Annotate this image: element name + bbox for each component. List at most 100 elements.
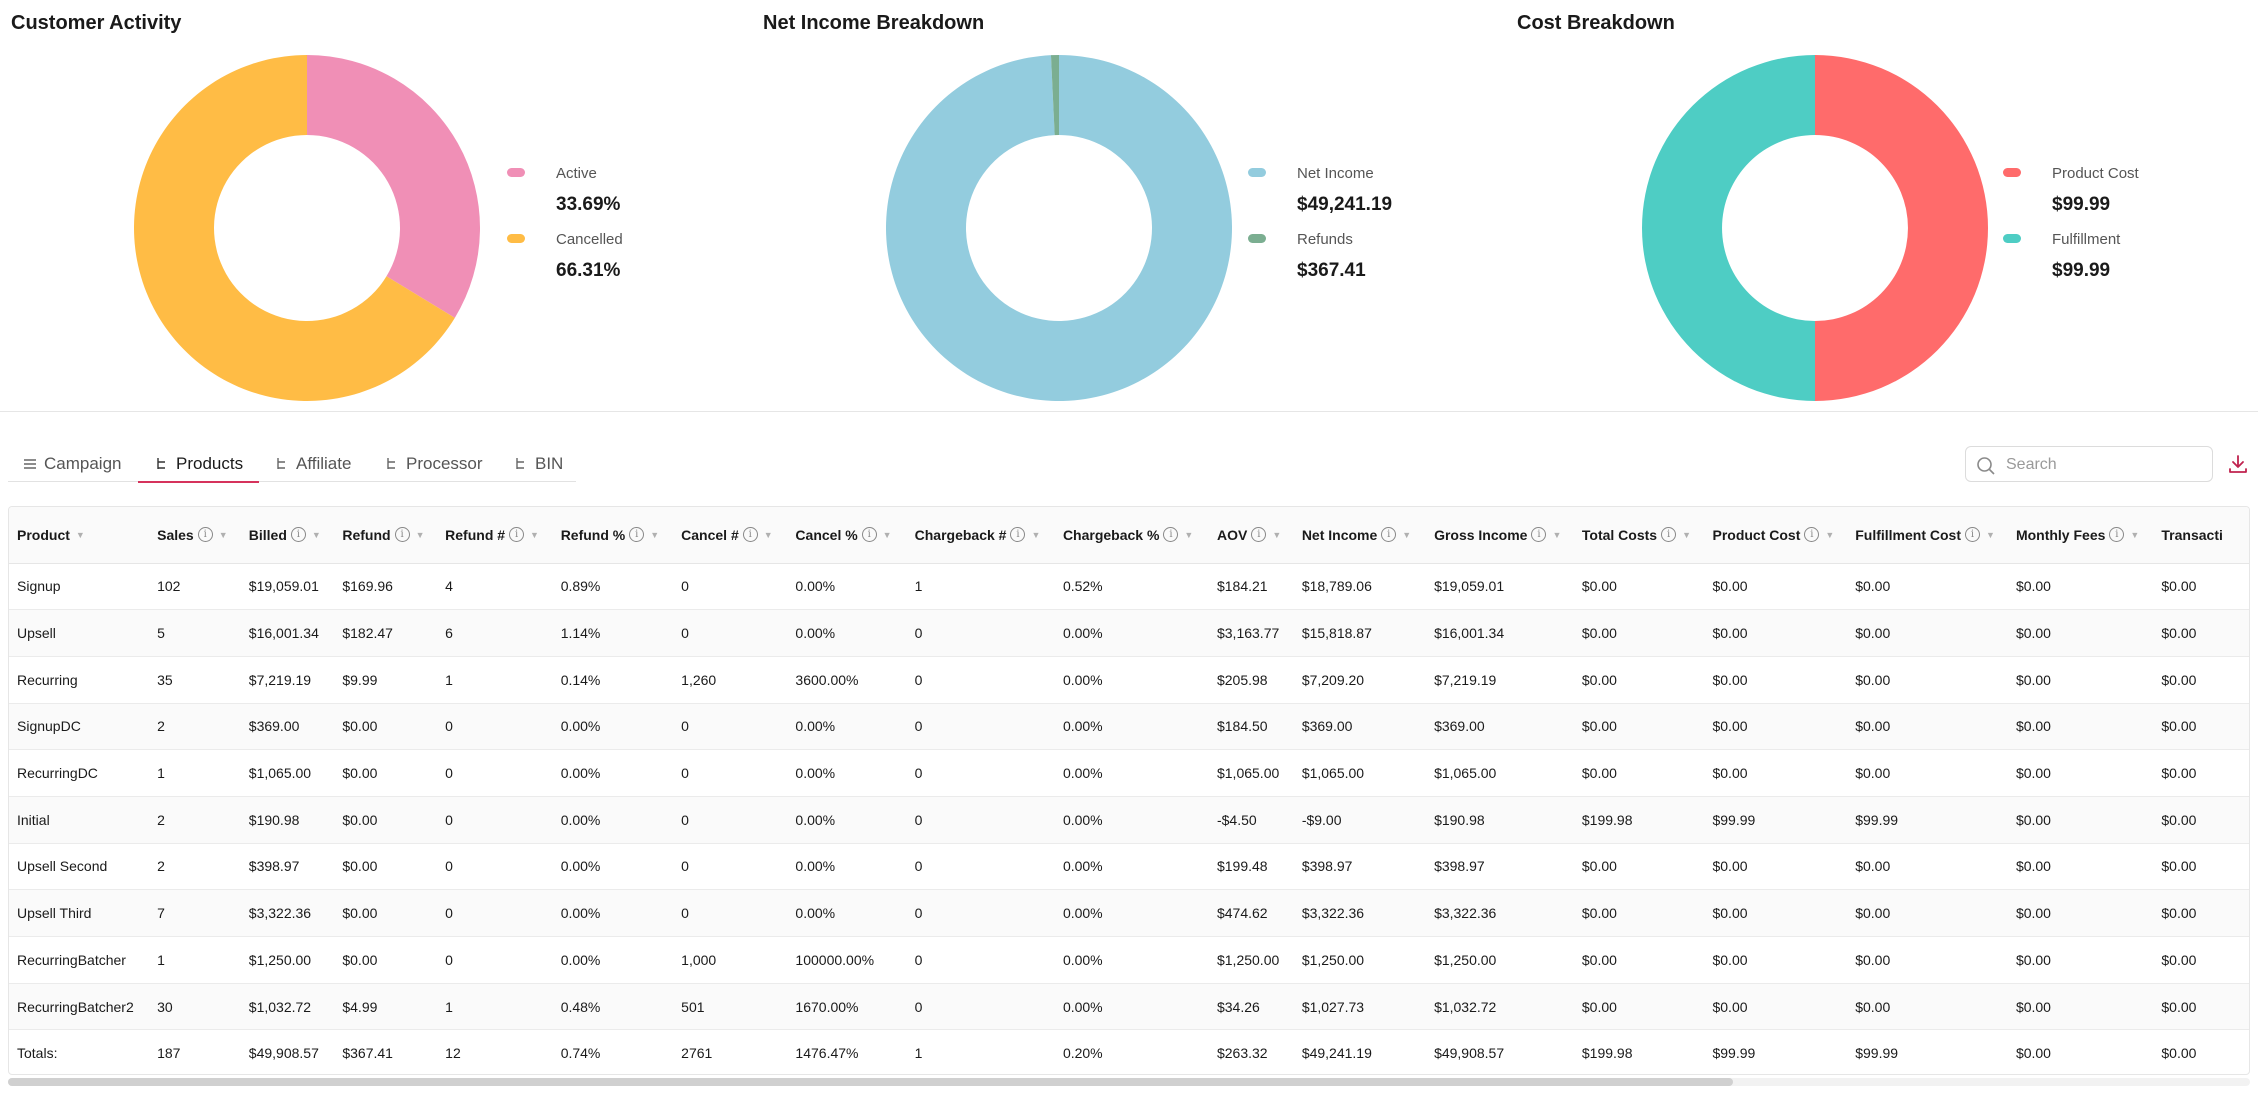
column-header[interactable]: Cancel % i ▼ xyxy=(787,507,907,564)
column-header[interactable]: Chargeback % i ▼ xyxy=(1054,507,1209,564)
info-icon[interactable]: i xyxy=(1010,527,1026,543)
info-icon[interactable]: i xyxy=(2109,527,2125,543)
column-label: Refund # xyxy=(445,526,506,543)
info-icon[interactable]: i xyxy=(1531,527,1547,543)
report-tabs: Campaign Products Affiliate Processor BI… xyxy=(8,446,576,483)
sort-icon[interactable]: ▼ xyxy=(1986,529,1995,540)
table-row[interactable]: Initial 2 $190.98 $0.00 0 0.00% 0 0.00% 0 0.00% -$… xyxy=(9,796,2249,844)
column-header[interactable]: Product ▼ xyxy=(9,507,150,564)
column-header[interactable]: Transacti xyxy=(2153,507,2249,564)
donut-slice-active[interactable] xyxy=(307,55,480,318)
column-header[interactable]: Sales i ▼ xyxy=(149,507,241,564)
info-icon[interactable]: i xyxy=(1965,527,1980,543)
sort-icon[interactable]: ▼ xyxy=(1184,529,1194,540)
table-cell: $0.00 xyxy=(2007,749,2154,797)
table-cell: $0.00 xyxy=(2007,889,2154,937)
column-header[interactable]: Net Income i ▼ xyxy=(1293,507,1427,564)
column-header[interactable]: Chargeback # i ▼ xyxy=(906,507,1055,564)
column-header[interactable]: Gross Income i ▼ xyxy=(1426,507,1574,564)
tab-affiliate[interactable]: Affiliate xyxy=(274,446,351,482)
column-header[interactable]: Cancel # i ▼ xyxy=(673,507,788,564)
sort-icon[interactable]: ▼ xyxy=(1825,529,1835,540)
table-cell: $3,322.36 xyxy=(1293,889,1427,937)
info-icon[interactable]: i xyxy=(629,527,645,543)
info-icon[interactable]: i xyxy=(197,527,213,543)
column-header[interactable]: Monthly Fees i ▼ xyxy=(2007,507,2154,564)
column-header[interactable]: Refund % i ▼ xyxy=(552,507,674,564)
cost-breakdown-donut[interactable] xyxy=(1642,55,1988,401)
download-icon[interactable] xyxy=(2226,452,2250,476)
sort-icon[interactable]: ▼ xyxy=(75,529,85,540)
legend-swatch xyxy=(1248,168,1266,177)
tab-processor[interactable]: Processor xyxy=(384,446,483,482)
info-icon[interactable]: i xyxy=(509,527,525,543)
sort-icon[interactable]: ▼ xyxy=(2130,529,2140,540)
table-row[interactable]: Signup 102 $19,059.01 $169.96 4 0.89% 0 0.00% 1 0… xyxy=(9,563,2249,611)
tab-products[interactable]: Products xyxy=(138,446,260,483)
column-header[interactable]: Total Costs i ▼ xyxy=(1573,507,1705,564)
table-row[interactable]: Upsell Second 2 $398.97 $0.00 0 0.00% 0 0.00% 0 0… xyxy=(9,843,2249,891)
info-icon[interactable]: i xyxy=(861,527,877,543)
sort-icon[interactable]: ▼ xyxy=(311,529,321,540)
table-cell: 0.00% xyxy=(1054,796,1209,844)
column-label: Total Costs xyxy=(1581,526,1658,543)
sort-icon[interactable]: ▼ xyxy=(1272,529,1282,540)
column-header[interactable]: Fulfillment Cost i ▼ xyxy=(1847,507,2008,564)
info-icon[interactable]: i xyxy=(394,527,410,543)
sort-icon[interactable]: ▼ xyxy=(763,529,773,540)
tab-bin[interactable]: BIN xyxy=(513,446,563,482)
info-icon[interactable]: i xyxy=(1251,527,1267,543)
search-box xyxy=(1965,446,2213,482)
table-cell: $7,219.19 xyxy=(1426,656,1574,704)
table-row[interactable]: RecurringBatcher2 30 $1,032.72 $4.99 1 0.48% 5… xyxy=(9,983,2249,1031)
donut-slice-refunds[interactable] xyxy=(1050,55,1059,136)
search-input[interactable] xyxy=(2006,453,2206,477)
sort-icon[interactable]: ▼ xyxy=(415,529,425,540)
tab-campaign[interactable]: Campaign xyxy=(22,446,122,482)
table-cell: 4 xyxy=(437,563,553,611)
sort-icon[interactable]: ▼ xyxy=(1682,529,1692,540)
donut-slice-fulfillment[interactable] xyxy=(1642,55,1815,401)
column-header[interactable]: Product Cost i ▼ xyxy=(1704,507,1848,564)
table-row[interactable]: RecurringDC 1 $1,065.00 $0.00 0 0.00% 0 0.00% 0 0… xyxy=(9,749,2249,797)
sort-icon[interactable]: ▼ xyxy=(1552,529,1562,540)
column-header[interactable]: AOV i ▼ xyxy=(1208,507,1294,564)
table-cell: $3,322.36 xyxy=(240,889,335,937)
sort-icon[interactable]: ▼ xyxy=(218,529,228,540)
donut-slice-net-income[interactable] xyxy=(886,55,1232,401)
column-label: Transacti xyxy=(2161,526,2223,543)
donut-slice-cancelled[interactable] xyxy=(134,55,455,401)
column-header[interactable]: Refund i ▼ xyxy=(334,507,438,564)
table-row[interactable]: Upsell Third 7 $3,322.36 $0.00 0 0.00% 0 0.00% 0… xyxy=(9,889,2249,937)
column-header[interactable]: Refund # i ▼ xyxy=(437,507,553,564)
column-label: Cancel # xyxy=(681,526,739,543)
sort-icon[interactable]: ▼ xyxy=(650,529,660,540)
info-icon[interactable]: i xyxy=(1381,527,1397,543)
info-icon[interactable]: i xyxy=(1163,527,1179,543)
table-row[interactable]: SignupDC 2 $369.00 $0.00 0 0.00% 0 0.00% 0 0.00% $… xyxy=(9,703,2249,751)
table-cell: 0 xyxy=(437,703,553,751)
sort-icon[interactable]: ▼ xyxy=(1031,529,1041,540)
info-icon[interactable]: i xyxy=(1804,527,1820,543)
sort-icon[interactable]: ▼ xyxy=(1402,529,1412,540)
donut-slice-product-cost[interactable] xyxy=(1815,55,1988,401)
table-cell: $369.00 xyxy=(240,703,335,751)
table-row[interactable]: Recurring 35 $7,219.19 $9.99 1 0.14% 1,260 3600… xyxy=(9,656,2249,704)
table-row[interactable]: RecurringBatcher 1 $1,250.00 $0.00 0 0.00% 1,0… xyxy=(9,936,2249,984)
tree-icon xyxy=(384,456,400,472)
horizontal-scrollbar[interactable] xyxy=(8,1078,2250,1086)
column-header-content: Refund i ▼ xyxy=(342,527,429,543)
column-label: Chargeback # xyxy=(914,526,1007,543)
column-header-content: Total Costs i ▼ xyxy=(1582,527,1697,543)
net-income-donut[interactable] xyxy=(886,55,1232,401)
table-row[interactable]: Upsell 5 $16,001.34 $182.47 6 1.14% 0 0.00% 0 0.0… xyxy=(9,609,2249,657)
info-icon[interactable]: i xyxy=(1661,527,1677,543)
sort-icon[interactable]: ▼ xyxy=(882,529,892,540)
sort-icon[interactable]: ▼ xyxy=(530,529,539,540)
info-icon[interactable]: i xyxy=(290,527,306,543)
scrollbar-thumb[interactable] xyxy=(8,1078,1733,1086)
customer-activity-donut[interactable] xyxy=(134,55,480,401)
column-header[interactable]: Billed i ▼ xyxy=(240,507,335,564)
table-cell: 0 xyxy=(906,609,1055,657)
info-icon[interactable]: i xyxy=(742,527,758,543)
